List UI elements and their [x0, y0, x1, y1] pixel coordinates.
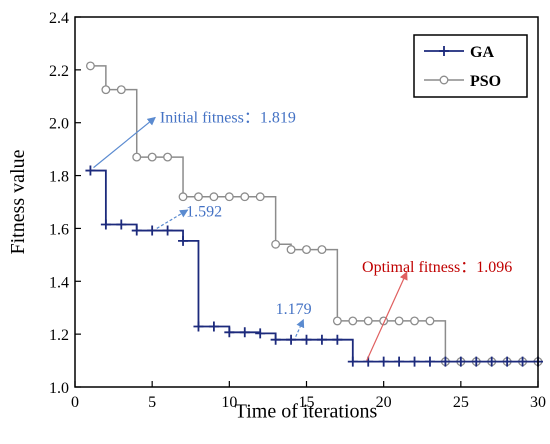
point-pso	[317, 245, 327, 255]
legend-box	[413, 34, 528, 98]
point-ga	[301, 334, 312, 345]
point-ga	[162, 225, 173, 236]
annotation-arrow	[366, 271, 408, 361]
point-ga	[239, 327, 250, 338]
point-ga	[224, 327, 235, 338]
point-ga	[517, 356, 528, 367]
point-pso	[348, 316, 358, 326]
x-tick-label: 5	[148, 394, 156, 411]
point-ga	[409, 356, 420, 367]
annotation-label: Initial fitness：1.819	[160, 109, 296, 126]
point-pso	[147, 152, 157, 162]
point-ga	[255, 328, 266, 339]
x-tick-label: 10	[221, 394, 237, 411]
series-pso	[85, 61, 543, 367]
point-pso	[363, 316, 373, 326]
series-layer	[85, 61, 543, 367]
point-ga	[378, 356, 389, 367]
point-pso	[240, 192, 250, 202]
point-pso	[116, 85, 126, 95]
point-pso	[332, 316, 342, 326]
point-ga	[85, 165, 96, 176]
point-ga	[116, 219, 127, 230]
annotation-arrow	[295, 318, 305, 338]
y-tick-label: 2.4	[49, 10, 69, 27]
point-pso	[286, 245, 296, 255]
point-ga	[178, 235, 189, 246]
point-ga	[131, 225, 142, 236]
annotation-arrow	[93, 116, 156, 169]
point-pso	[224, 192, 234, 202]
y-tick-label: 1.0	[49, 380, 69, 397]
y-tick-label: 1.4	[49, 274, 69, 291]
x-tick-label: 0	[71, 394, 79, 411]
annotation-label: 1.592	[186, 203, 222, 220]
point-ga	[147, 225, 158, 236]
legend-marker-pso	[439, 75, 449, 85]
y-tick-label: 1.6	[49, 221, 69, 238]
point-ga	[502, 356, 513, 367]
point-pso	[271, 239, 281, 249]
point-pso	[255, 192, 265, 202]
point-ga	[270, 334, 281, 345]
point-pso	[132, 152, 142, 162]
point-pso	[101, 85, 111, 95]
series-line-pso	[90, 65, 538, 363]
y-axis-label: Fitness value	[7, 149, 29, 254]
point-ga	[347, 356, 358, 367]
legend: GA PSO	[413, 34, 528, 98]
legend-marker-ga	[439, 46, 449, 56]
point-ga	[471, 356, 482, 367]
point-pso	[410, 316, 419, 326]
x-tick-label: 15	[299, 394, 315, 411]
point-ga	[208, 321, 219, 332]
point-ga	[193, 321, 204, 332]
point-ga	[440, 356, 451, 367]
point-ga	[394, 356, 405, 367]
point-pso	[425, 316, 435, 326]
y-tick-label: 1.2	[49, 327, 69, 344]
y-tick-label: 2.0	[49, 116, 69, 133]
annotation-arrow	[156, 209, 189, 229]
x-tick-label: 25	[453, 394, 469, 411]
point-pso	[178, 192, 188, 202]
axis-layer: 0 5 10 15 20 25 30 1.0 1.2 1.4 1.6 1.8 2.0 2.2 2.4	[49, 10, 546, 411]
x-axis-label: Time of iterations	[235, 401, 378, 423]
legend-label-ga: GA	[470, 44, 494, 61]
annotation-label: 1.179	[276, 301, 312, 318]
point-ga	[332, 334, 343, 345]
annotation-label: Optimal fitness：1.096	[362, 259, 512, 276]
point-ga	[286, 334, 297, 345]
point-pso	[163, 152, 173, 162]
point-ga	[100, 219, 111, 230]
point-pso	[194, 192, 203, 202]
y-tick-label: 2.2	[49, 63, 69, 80]
legend-label-pso: PSO	[470, 73, 501, 90]
point-pso	[302, 245, 311, 255]
annotation-layer: Initial fitness：1.819 1.592 1.179 Optimal f…	[93, 109, 512, 361]
point-ga	[316, 334, 327, 345]
point-ga	[486, 356, 497, 367]
point-ga	[455, 356, 466, 367]
point-ga	[424, 356, 435, 367]
point-pso	[209, 192, 219, 202]
point-pso	[85, 61, 95, 71]
point-pso	[394, 316, 404, 326]
x-tick-label: 30	[530, 394, 546, 411]
y-tick-label: 1.8	[49, 169, 69, 186]
x-tick-label: 20	[376, 394, 392, 411]
